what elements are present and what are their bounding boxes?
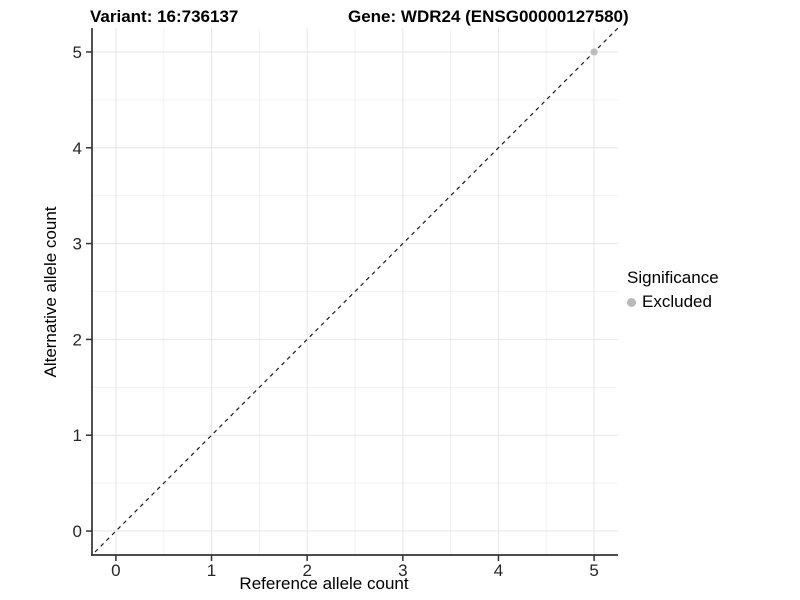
y-tick-label: 1	[73, 426, 82, 445]
y-axis-title: Alternative allele count	[41, 206, 60, 378]
y-tick-label: 3	[73, 235, 82, 254]
x-tick-label: 2	[302, 561, 311, 580]
y-tick-label: 2	[73, 330, 82, 349]
variant-title: Variant: 16:736137	[90, 7, 239, 26]
y-tick-label: 4	[73, 139, 82, 158]
legend: Significance Excluded	[627, 268, 719, 312]
y-tick-label: 5	[73, 43, 82, 62]
y-tick-label: 0	[73, 522, 82, 541]
legend-entry-excluded: Excluded	[627, 292, 719, 312]
x-tick-label: 0	[111, 561, 120, 580]
x-axis-title: Reference allele count	[239, 574, 409, 593]
identity-line	[92, 28, 618, 555]
legend-title: Significance	[627, 268, 719, 287]
excluded-point-icon	[627, 297, 636, 307]
x-tick-label: 5	[589, 561, 598, 580]
data-point	[590, 48, 598, 56]
x-tick-label: 1	[207, 561, 216, 580]
gene-title: Gene: WDR24 (ENSG00000127580)	[348, 7, 629, 26]
x-tick-label: 3	[398, 561, 407, 580]
x-tick-label: 4	[494, 561, 503, 580]
legend-entry-label: Excluded	[642, 292, 712, 311]
